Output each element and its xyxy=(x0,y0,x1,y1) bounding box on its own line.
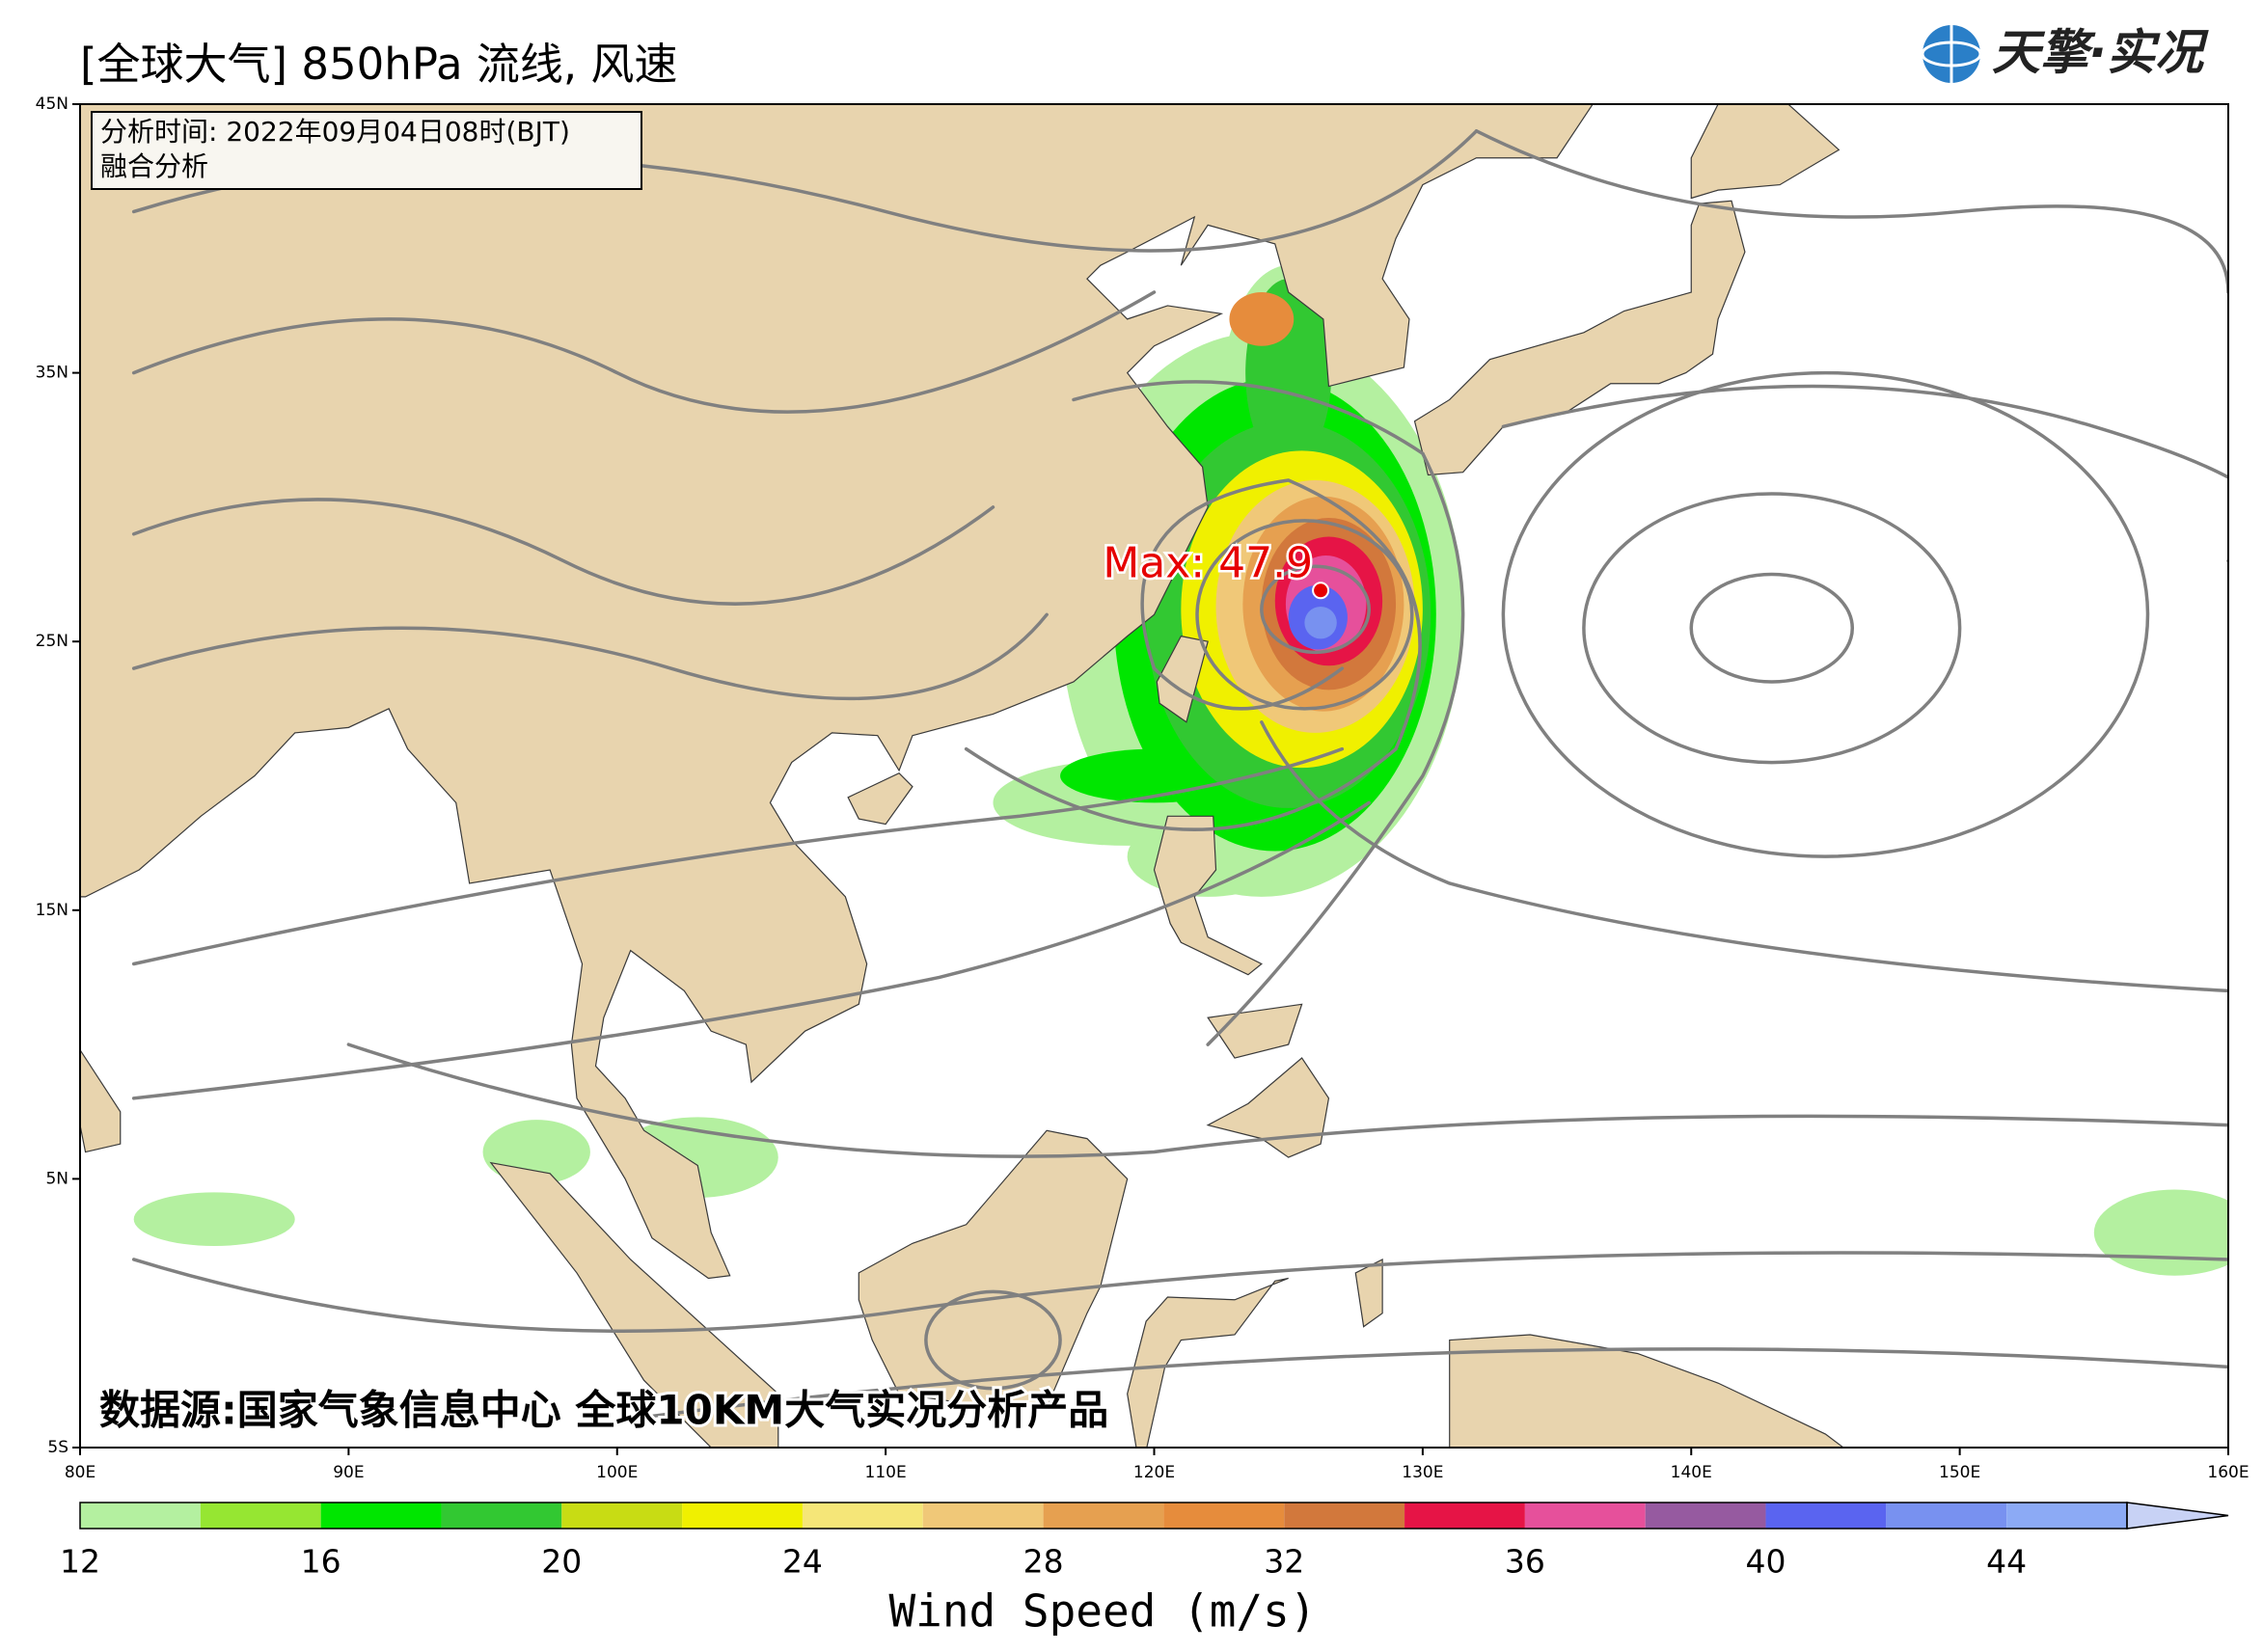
colorbar-segment xyxy=(1043,1503,1164,1529)
x-tick-label: 130E xyxy=(1402,1463,1443,1482)
wind-shade xyxy=(133,1192,295,1247)
colorbar-segment xyxy=(1886,1503,2007,1529)
info-box: 分析时间: 2022年09月04日08时(BJT) 融合分析 xyxy=(91,111,642,190)
map-area: Max: 47.9 数据源:国家气象信息中心 全球10KM大气实况分析产品 xyxy=(80,104,2263,1448)
streamline xyxy=(967,480,1420,829)
y-tick-label: 45N xyxy=(36,95,68,114)
streamline xyxy=(134,1253,2228,1331)
colorbar-segment xyxy=(80,1503,201,1529)
land xyxy=(491,1163,778,1448)
streamline xyxy=(134,749,1343,964)
land xyxy=(80,1050,120,1152)
colorbar-segment xyxy=(922,1503,1044,1529)
colorbar-tick-label: 32 xyxy=(1264,1543,1304,1581)
max-point xyxy=(1312,582,1330,600)
y-tick-label: 5S xyxy=(47,1438,68,1457)
colorbar-segment xyxy=(1645,1503,1766,1529)
y-tick-label: 15N xyxy=(36,901,68,920)
streamline xyxy=(134,500,994,604)
colorbar-tick-label: 24 xyxy=(782,1543,823,1581)
streamlines xyxy=(134,131,2263,1421)
x-tick-label: 160E xyxy=(2207,1463,2249,1482)
geo-layer xyxy=(80,104,2263,1448)
land xyxy=(1208,1058,1328,1157)
land xyxy=(1450,1335,1879,1448)
colorbar-tick-label: 44 xyxy=(1986,1543,2027,1581)
logo-text: 天擎·实况 xyxy=(1992,25,2209,81)
streamline xyxy=(134,802,1370,1097)
colorbar-segment xyxy=(1163,1503,1285,1529)
colorbar-segment xyxy=(1284,1503,1405,1529)
streamline xyxy=(1074,382,1463,1044)
colorbar-segment xyxy=(561,1503,683,1529)
x-tick-label: 100E xyxy=(596,1463,638,1482)
x-tick-label: 150E xyxy=(1939,1463,1980,1482)
y-tick-label: 25N xyxy=(36,632,68,651)
land xyxy=(848,773,913,825)
streamline xyxy=(1691,575,1852,682)
land xyxy=(1128,1278,1289,1448)
streamline xyxy=(1477,131,2228,292)
colorbar-segment xyxy=(2006,1503,2127,1529)
land xyxy=(1691,104,1839,198)
logo: 天擎·实况 xyxy=(1921,25,2209,83)
colorbar-segment xyxy=(1524,1503,1646,1529)
info-line: 分析时间: 2022年09月04日08时(BJT) xyxy=(100,116,570,148)
max-label: Max: 47.9 xyxy=(1103,538,1313,587)
colorbar-tick-label: 12 xyxy=(60,1543,100,1581)
info-line: 融合分析 xyxy=(100,150,208,182)
colorbar-tick-label: 36 xyxy=(1505,1543,1545,1581)
wind-shade xyxy=(1304,606,1337,639)
streamline xyxy=(1197,521,1412,709)
streamline xyxy=(1262,566,1369,652)
land xyxy=(1208,1004,1301,1058)
wind-shade xyxy=(2093,1189,2228,1276)
streamline xyxy=(1262,722,2228,991)
colorbar-tick-label: 16 xyxy=(301,1543,341,1581)
x-tick-label: 120E xyxy=(1133,1463,1175,1482)
streamline xyxy=(1503,373,2147,856)
streamline xyxy=(1503,387,2263,561)
streamline xyxy=(1584,494,1960,763)
streamline xyxy=(617,1349,2228,1421)
source-text: 数据源:国家气象信息中心 全球10KM大气实况分析产品 xyxy=(99,1387,1108,1434)
x-tick-label: 80E xyxy=(65,1463,95,1482)
x-tick-label: 110E xyxy=(865,1463,907,1482)
streamline xyxy=(926,1291,1060,1388)
wind-shade xyxy=(1229,292,1295,346)
x-tick-label: 90E xyxy=(333,1463,364,1482)
colorbar-segment xyxy=(1765,1503,1887,1529)
colorbar-segment xyxy=(200,1503,321,1529)
colorbar-frame xyxy=(79,1502,2128,1530)
colorbar-segment xyxy=(441,1503,562,1529)
wind-shading xyxy=(133,265,2228,1276)
streamline xyxy=(134,292,1155,412)
colorbar-segment xyxy=(682,1503,803,1529)
colorbar-segment xyxy=(320,1503,442,1529)
max-label-prefix: Max: xyxy=(1103,538,1205,587)
x-tick-label: 140E xyxy=(1671,1463,1712,1482)
colorbar: 12 16 20 24 28 32 36 40 44 xyxy=(60,1502,2229,1581)
info-box-frame xyxy=(91,111,642,190)
max-marker: Max: 47.9 xyxy=(1101,536,1330,600)
y-tick-label: 5N xyxy=(45,1169,68,1188)
colorbar-extend xyxy=(2126,1502,2229,1530)
colorbar-tick-label: 20 xyxy=(541,1543,582,1581)
y-tick-label: 35N xyxy=(36,364,68,383)
map-title: [全球大气] 850hPa 流线, 风速 xyxy=(80,39,677,90)
colorbar-segment xyxy=(802,1503,923,1529)
colorbar-tick-label: 40 xyxy=(1746,1543,1786,1581)
colorbar-tick-label: 28 xyxy=(1023,1543,1064,1581)
max-value: 47.9 xyxy=(1218,538,1313,587)
colorbar-label: Wind Speed (m/s) xyxy=(888,1585,1316,1638)
streamline xyxy=(348,1044,2228,1156)
colorbar-segment xyxy=(1404,1503,1525,1529)
streamline xyxy=(134,614,1047,698)
